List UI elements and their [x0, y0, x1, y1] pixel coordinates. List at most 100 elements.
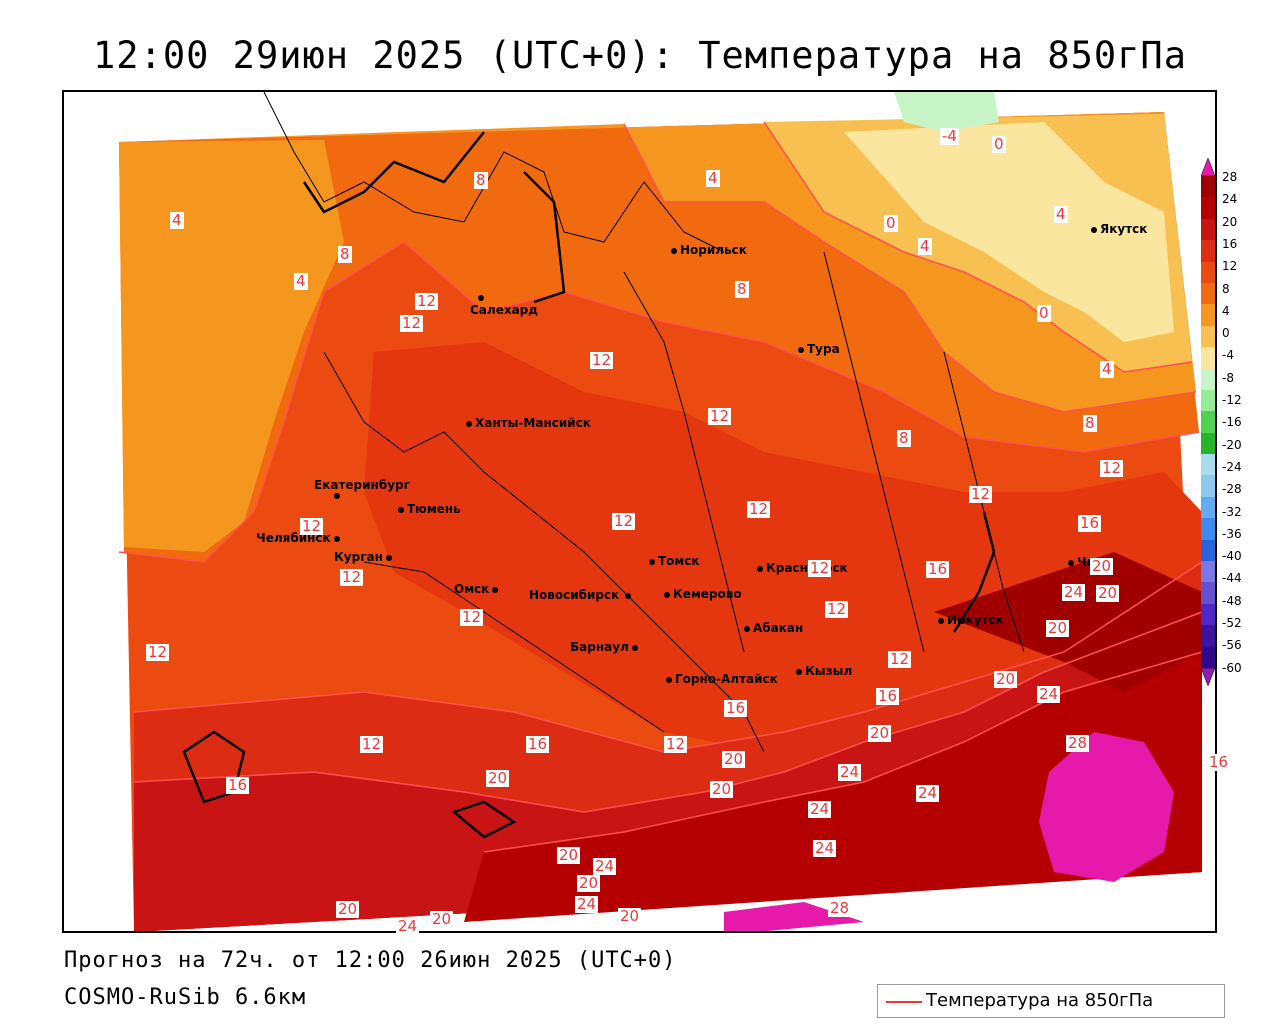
- city-label: Горно-Алтайск: [666, 672, 778, 686]
- temp-zone-0b: [844, 122, 1174, 342]
- contour-label: 8: [474, 171, 488, 189]
- contour-label: 20: [577, 874, 601, 892]
- city-dot: [398, 506, 404, 513]
- colorbar-cell: [1201, 218, 1215, 241]
- colorbar-tick-label: -8: [1222, 370, 1234, 385]
- colorbar-cell: [1201, 496, 1215, 519]
- city-label: Тура: [798, 342, 840, 356]
- contour-label: 8: [338, 245, 352, 263]
- contour-label: 20: [1090, 557, 1114, 575]
- city-dot: [466, 420, 472, 427]
- colorbar-tick-label: -48: [1222, 593, 1242, 608]
- colorbar-cell: [1201, 432, 1215, 455]
- colorbar-tick-label: 20: [1222, 214, 1238, 229]
- city-dot: [664, 591, 670, 598]
- temp-zone-hot-magenta: [1039, 732, 1174, 882]
- colorbar-tick-label: 4: [1222, 303, 1230, 318]
- city-label: Курган: [334, 550, 395, 564]
- colorbar-cell: [1201, 561, 1215, 583]
- city-label: Тюмень: [398, 502, 461, 516]
- legend-label: Температура на 850гПа: [926, 990, 1154, 1011]
- contour-label: 20: [430, 910, 454, 928]
- colorbar-cell: [1201, 304, 1215, 326]
- contour-label: 16: [926, 560, 950, 578]
- contour-label: 24: [1062, 583, 1086, 601]
- contour-label: 16: [1207, 753, 1231, 771]
- colorbar-cell: [1201, 368, 1215, 390]
- colorbar: [1201, 176, 1215, 668]
- city-dot: [757, 565, 763, 572]
- contour-label: 20: [1046, 619, 1070, 637]
- colorbar-tick-label: -52: [1222, 616, 1242, 630]
- city-label: Красноярск: [757, 561, 848, 575]
- colorbar-cell: [1201, 603, 1215, 626]
- city-label: Кызыл: [796, 664, 852, 678]
- temp-zone-24: [464, 652, 1202, 922]
- contour-label: 12: [808, 559, 832, 577]
- temp-zone-4-west: [119, 140, 344, 552]
- contour-label: 16: [876, 687, 900, 705]
- contour-label: 20: [722, 750, 746, 768]
- contour-label: 12: [708, 407, 732, 425]
- contour-label: 12: [612, 512, 636, 530]
- colorbar-tick-label: 12: [1222, 259, 1238, 274]
- city-label: [478, 290, 487, 304]
- colorbar-cell: [1201, 625, 1215, 647]
- colorbar-cell: [1201, 389, 1215, 412]
- city-dot: [625, 592, 632, 599]
- city-dot: [631, 644, 638, 651]
- colorbar-tick-label: 24: [1222, 192, 1238, 207]
- map-frame: [62, 90, 1217, 933]
- contour-label: 16: [1078, 514, 1102, 532]
- colorbar-cell: [1201, 325, 1215, 348]
- colorbar-cell: [1201, 261, 1215, 283]
- contour-label: 20: [994, 670, 1018, 688]
- contour-label: 20: [1096, 584, 1120, 602]
- contour-label: 4: [706, 169, 720, 187]
- colorbar-cell: [1201, 411, 1215, 433]
- contour-label: 0: [1037, 304, 1051, 322]
- forecast-info: Прогноз на 72ч. от 12:00 26июн 2025 (UTC…: [64, 948, 677, 973]
- city-dot: [478, 294, 484, 301]
- colorbar-cell: [1201, 539, 1215, 562]
- city-dot: [666, 676, 672, 683]
- contour-label: 24: [838, 763, 862, 781]
- city-label: Екатеринбург: [314, 478, 410, 492]
- city-label: Кемерово: [664, 587, 742, 601]
- contour-label: 24: [396, 917, 420, 935]
- city-label: Новосибирск: [529, 588, 634, 602]
- colorbar-tick-label: 0: [1222, 326, 1230, 341]
- contour-label: 24: [813, 839, 837, 857]
- city-dot: [649, 558, 655, 565]
- city-dot: [333, 535, 340, 542]
- contour-label: 12: [747, 500, 771, 518]
- colorbar-tick-label: -20: [1222, 437, 1242, 452]
- contour-label: 12: [888, 650, 912, 668]
- contour-label: 12: [969, 485, 993, 503]
- colorbar-tick-label: -40: [1222, 549, 1242, 564]
- contour-label: 12: [360, 735, 384, 753]
- colorbar-tick-label: -24: [1222, 459, 1242, 474]
- colorbar-tick-label: -28: [1222, 482, 1242, 497]
- contour-label: 24: [916, 784, 940, 802]
- city-label: Иркутск: [938, 613, 1004, 627]
- colorbar-cell: [1201, 582, 1215, 604]
- city-dot: [385, 554, 392, 561]
- colorbar-tick-label: -4: [1222, 348, 1234, 363]
- colorbar-tick-label: -32: [1222, 504, 1242, 519]
- city-dot: [1068, 559, 1074, 566]
- city-label: Барнаул: [570, 640, 641, 654]
- city-dot: [671, 247, 677, 254]
- coastline-bold: [182, 131, 996, 839]
- contour-label: 12: [400, 314, 424, 332]
- contour-label: 28: [1066, 734, 1090, 752]
- contour-label: 20: [336, 900, 360, 918]
- city-dot: [796, 668, 802, 675]
- colorbar-tick-label: -16: [1222, 415, 1242, 430]
- temp-zone-hot-magenta-s: [724, 902, 864, 931]
- contour-label: 4: [294, 272, 308, 290]
- colorbar-tick-label: -12: [1222, 393, 1242, 407]
- contour-label: 12: [146, 643, 170, 661]
- colorbar-cell: [1201, 197, 1215, 219]
- colorbar-cell: [1201, 518, 1215, 540]
